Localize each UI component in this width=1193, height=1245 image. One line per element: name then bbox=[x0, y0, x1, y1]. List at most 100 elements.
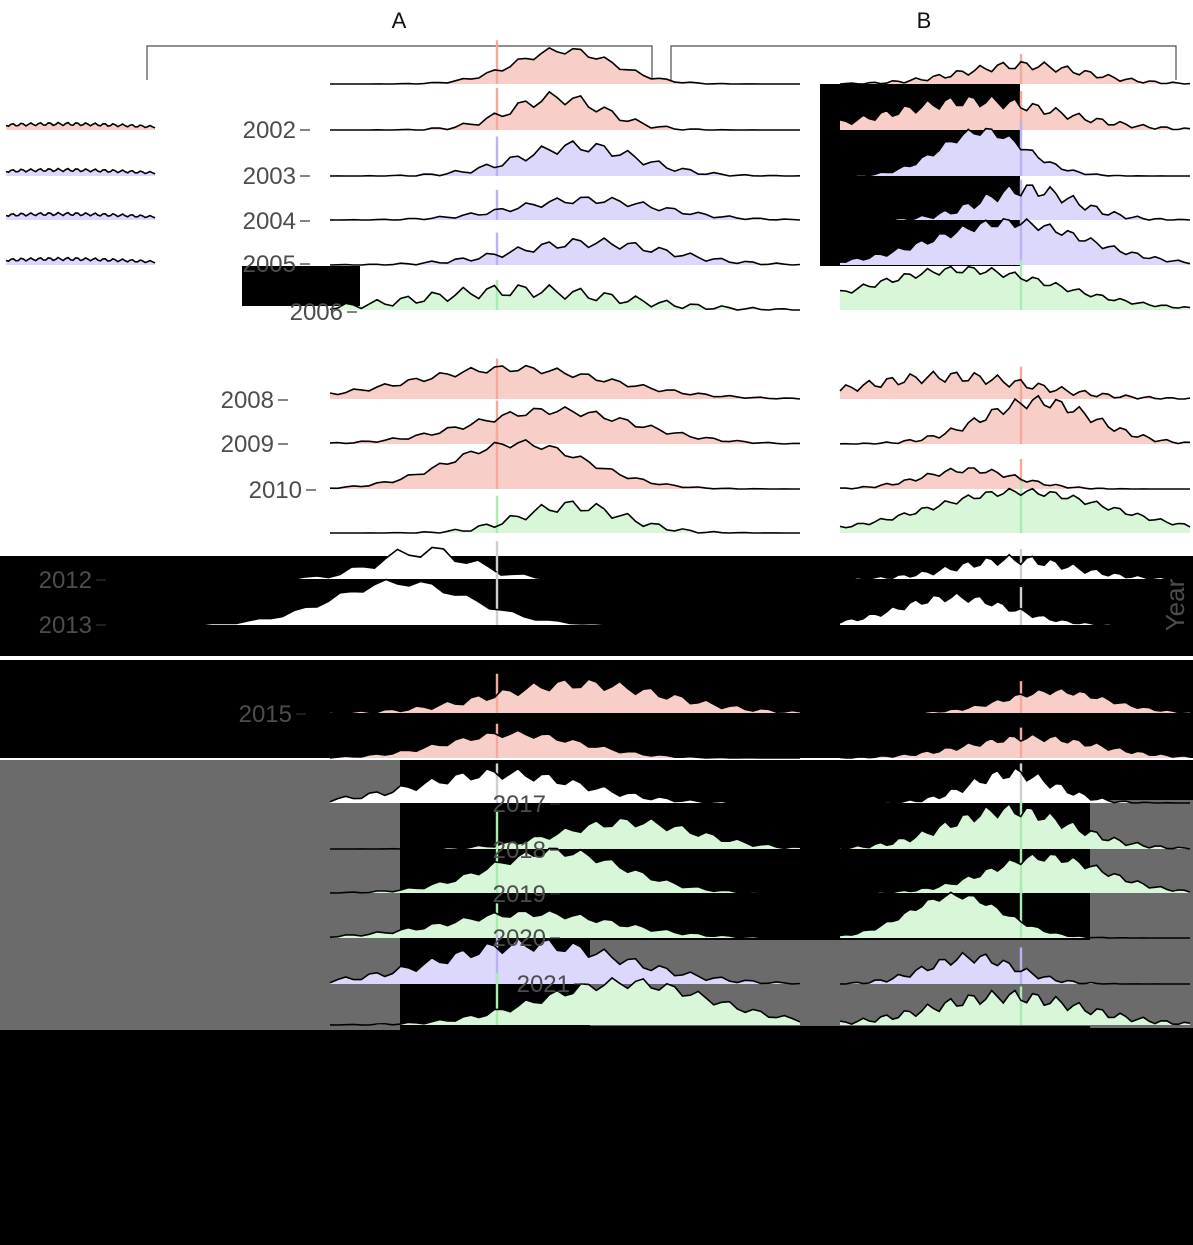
year-label-2009: 2009 bbox=[221, 431, 274, 458]
ridge-a-2022-line bbox=[329, 976, 801, 1026]
ridge-a-2011-area bbox=[330, 501, 800, 533]
ridge-b-2002-line bbox=[839, 94, 1191, 131]
ridge-a-2005-area bbox=[330, 238, 800, 265]
panel-a-frame bbox=[146, 45, 653, 80]
ridge-b-2006-area bbox=[840, 266, 1190, 310]
year-label-2020: 2020 bbox=[493, 925, 546, 952]
y-axis-title: Year bbox=[1160, 578, 1190, 631]
ridge-b-2017-line bbox=[839, 767, 1191, 804]
ridge-b-2019-area bbox=[840, 853, 1190, 893]
year-label-2015: 2015 bbox=[239, 701, 292, 728]
year-label-2010: 2010 bbox=[249, 477, 302, 504]
ridge-b-2022-area bbox=[840, 990, 1190, 1025]
ridge-l-2003-line bbox=[5, 167, 156, 175]
ridge-a-2020-line bbox=[329, 909, 800, 939]
ridge-l-2002-line bbox=[5, 121, 156, 129]
ridge-a-2016-area bbox=[330, 730, 800, 758]
year-label-2019: 2019 bbox=[493, 881, 546, 908]
ridge-a-2001-line bbox=[330, 46, 800, 85]
ridge-a-2019-area bbox=[330, 848, 800, 893]
ridge-a-2019-line bbox=[329, 847, 801, 894]
ridge-a-2021-line bbox=[329, 937, 801, 985]
ridge-a-2004-line bbox=[329, 196, 801, 221]
year-label-2003: 2003 bbox=[243, 163, 296, 190]
ridge-b-2004-line bbox=[839, 184, 1191, 221]
year-label-2012: 2012 bbox=[39, 567, 92, 594]
year-label-2004: 2004 bbox=[243, 208, 296, 235]
ridge-a-2015-area bbox=[330, 679, 800, 713]
ridge-a-2016-line bbox=[329, 729, 800, 759]
ridge-a-2006-line bbox=[329, 283, 800, 311]
ridge-a-2010-line bbox=[329, 438, 800, 490]
ridge-a-2015-line bbox=[329, 678, 801, 714]
ridge-a-2011-line bbox=[330, 500, 800, 534]
panel-title-b: B bbox=[917, 8, 932, 33]
ridge-a-2012-line bbox=[110, 546, 800, 580]
ridge-a-2002-area bbox=[330, 91, 800, 130]
ridge-b-2012-area bbox=[840, 554, 1190, 579]
year-label-2013: 2013 bbox=[39, 612, 92, 639]
ridge-a-2017-line bbox=[329, 767, 800, 804]
ridge-b-2022-line bbox=[839, 989, 1191, 1026]
year-label-2002: 2002 bbox=[243, 117, 296, 144]
ridge-b-2009-line bbox=[839, 394, 1191, 445]
ridge-a-2009-line bbox=[329, 405, 800, 445]
year-label-2008: 2008 bbox=[221, 387, 274, 414]
ridge-a-2013-area bbox=[110, 579, 800, 625]
glitch-band-4 bbox=[0, 1026, 1193, 1245]
ridge-b-2008-line bbox=[839, 370, 1191, 400]
ridge-b-2019-line bbox=[839, 852, 1191, 894]
ridge-b-2018-line bbox=[839, 802, 1191, 850]
ridge-b-2003-line bbox=[839, 127, 1190, 177]
ridge-a-2020-area bbox=[330, 910, 800, 938]
ridge-a-2010-area bbox=[330, 439, 800, 489]
ridge-b-2002-area bbox=[840, 95, 1190, 130]
ridge-b-2017-area bbox=[840, 768, 1190, 803]
year-label-2005: 2005 bbox=[243, 251, 296, 278]
ridge-a-2018-line bbox=[330, 817, 801, 850]
ridge-a-2008-area bbox=[330, 365, 800, 399]
ridge-a-2021-area bbox=[330, 938, 800, 984]
ridge-a-2003-line bbox=[329, 139, 801, 177]
ridge-b-2020-area bbox=[840, 892, 1190, 938]
ridge-b-2004-area bbox=[840, 185, 1190, 220]
ridge-b-2020-line bbox=[839, 891, 1190, 939]
ridge-b-2010-area bbox=[840, 468, 1190, 489]
year-label-2021: 2021 bbox=[517, 971, 570, 998]
ridge-a-2008-line bbox=[329, 364, 801, 400]
ridge-b-2010-line bbox=[840, 467, 1190, 490]
ridge-b-2013-area bbox=[840, 592, 1190, 625]
ridge-b-2009-area bbox=[840, 395, 1190, 444]
ridge-a-2012-area bbox=[110, 547, 800, 579]
ridge-b-2013-line bbox=[839, 591, 1190, 626]
ridge-a-2009-area bbox=[330, 406, 800, 444]
ridge-b-2005-line bbox=[840, 217, 1191, 265]
ridge-b-2015-area bbox=[840, 688, 1190, 713]
ridge-l-2004-line bbox=[5, 211, 156, 219]
ridge-a-2005-line bbox=[329, 237, 801, 266]
ridge-a-2013-line bbox=[110, 578, 800, 626]
ridge-b-2011-line bbox=[839, 487, 1191, 529]
ridge-b-2005-area bbox=[840, 218, 1190, 265]
ridge-a-2002-line bbox=[330, 90, 800, 131]
ridge-a-2017-area bbox=[330, 768, 800, 803]
year-label-2017: 2017 bbox=[493, 791, 546, 818]
ridge-b-2015-line bbox=[839, 687, 1191, 714]
ridge-b-2021-area bbox=[840, 952, 1190, 984]
ridge-b-2011-area bbox=[840, 488, 1190, 533]
glitch-band-5 bbox=[242, 266, 360, 306]
glitch-gray-0 bbox=[0, 760, 400, 1030]
ridge-b-2003-area bbox=[840, 128, 1190, 176]
year-label-2006: 2006 bbox=[290, 299, 343, 326]
ridge-b-2001-area bbox=[840, 61, 1190, 84]
ridge-a-2022-area bbox=[330, 977, 800, 1025]
ridge-a-2006-area bbox=[330, 284, 800, 310]
ridge-b-2021-line bbox=[839, 951, 1190, 985]
ridge-b-2018-area bbox=[840, 804, 1190, 849]
ridge-b-2008-area bbox=[840, 371, 1190, 399]
ridge-a-2001-area bbox=[330, 47, 800, 84]
ridgeline-fragments bbox=[0, 40, 1193, 1245]
year-labels: 2002 2003 2004 2005 2006 2008 2009 2010 2012 2013… bbox=[39, 117, 1190, 998]
ridge-b-2012-line bbox=[839, 553, 1191, 580]
